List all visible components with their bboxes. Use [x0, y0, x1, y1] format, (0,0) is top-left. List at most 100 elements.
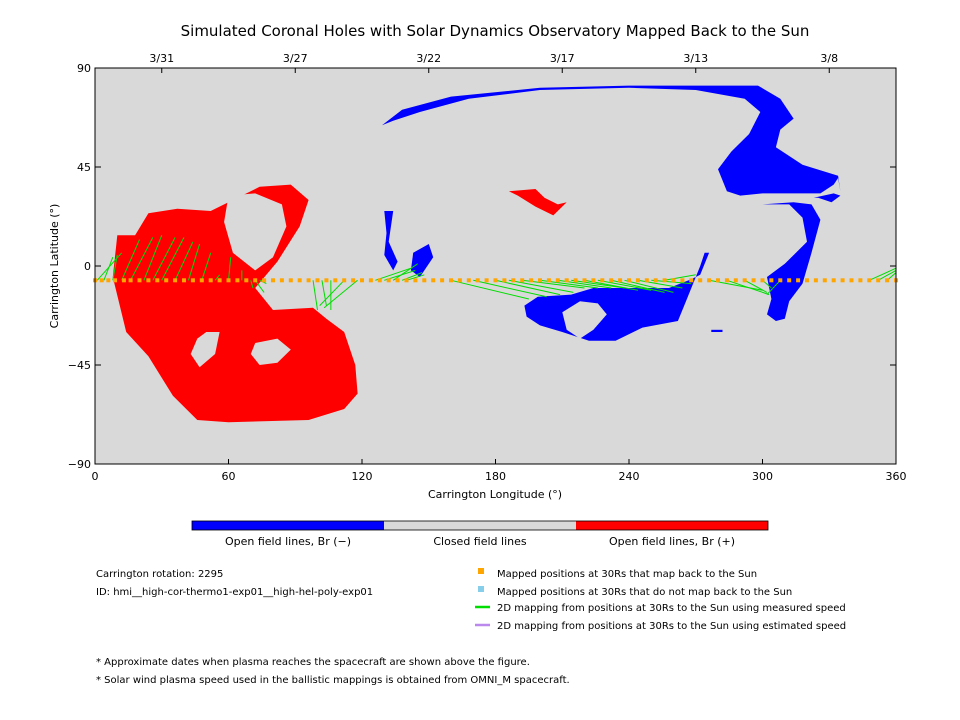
- y-tick-label: −90: [68, 458, 91, 471]
- mapped-point: [591, 278, 596, 283]
- mapped-point: [279, 278, 284, 283]
- mapped-point: [511, 278, 516, 283]
- mapped-points-layer: [93, 278, 898, 283]
- mapped-point: [297, 278, 302, 283]
- coronal-hole-negative: [813, 193, 841, 203]
- colorbar-label-positive: Open field lines, Br (+): [609, 535, 735, 548]
- mapped-point: [368, 278, 373, 283]
- coronal-hole-positive: [112, 184, 358, 423]
- mapped-point: [520, 278, 525, 283]
- mapped-point: [199, 278, 204, 283]
- date-tick-label: 3/17: [550, 52, 575, 65]
- mapped-point: [493, 278, 498, 283]
- legend-text-estimated: 2D mapping from positions at 30Rs to the…: [497, 621, 846, 632]
- mapped-point: [885, 278, 890, 283]
- closed-field-island: [250, 338, 291, 365]
- mapping-line-measured: [664, 274, 696, 281]
- mapped-point: [796, 278, 801, 283]
- mapped-point: [262, 278, 267, 283]
- mapping-line-measured: [651, 279, 692, 285]
- mapped-point: [582, 278, 587, 283]
- mapped-point: [146, 278, 151, 283]
- colorbar-label-closed: Closed field lines: [433, 535, 527, 548]
- colorbar: Open field lines, Br (−) Closed field li…: [191, 520, 769, 548]
- mapping-line-measured: [161, 237, 185, 281]
- mapping-line-measured: [228, 257, 232, 281]
- coronal-holes-layer: [112, 85, 841, 423]
- mapped-point: [440, 278, 445, 283]
- mapped-point: [822, 278, 827, 283]
- mapped-point: [306, 278, 311, 283]
- mapping-line-measured: [624, 279, 674, 293]
- x-axis-label: Carrington Longitude (°): [428, 488, 562, 501]
- mapping-line-measured: [495, 279, 561, 296]
- mapped-point: [742, 278, 747, 283]
- closed-field-island: [562, 301, 607, 339]
- mapped-point: [431, 278, 436, 283]
- x-tick-label: 240: [619, 470, 640, 483]
- date-tick-label: 3/27: [283, 52, 308, 65]
- top-date-axis: 3/31 3/27 3/22 3/17 3/13 3/8: [149, 52, 838, 73]
- date-tick-label: 3/31: [149, 52, 174, 65]
- mapped-point: [689, 278, 694, 283]
- mapped-point: [208, 278, 213, 283]
- date-tick-label: 3/8: [820, 52, 838, 65]
- mapped-point: [253, 278, 258, 283]
- mapped-point: [555, 278, 560, 283]
- mapping-line-measured: [406, 274, 425, 281]
- mapping-line-measured: [214, 274, 220, 281]
- mapped-point: [137, 278, 142, 283]
- mapping-line-measured: [254, 280, 265, 293]
- mapped-point: [404, 278, 409, 283]
- mapping-line-measured: [321, 280, 327, 306]
- x-tick-label: 300: [752, 470, 773, 483]
- mapped-point: [271, 278, 275, 283]
- colorbar-label-negative: Open field lines, Br (−): [225, 535, 351, 548]
- legend-swatch-unmapped: [478, 586, 484, 592]
- legend: Mapped positions at 30Rs that map back t…: [475, 568, 846, 632]
- mapping-line-measured: [250, 280, 254, 289]
- date-tick-label: 3/22: [416, 52, 441, 65]
- colorbar-closed: [384, 521, 576, 530]
- mapped-point: [787, 278, 792, 283]
- coronal-hole-negative: [410, 244, 434, 277]
- mapped-point: [155, 278, 160, 283]
- mapped-point: [342, 278, 347, 283]
- mapped-point: [716, 278, 720, 283]
- mapping-line-measured: [143, 235, 163, 281]
- mapped-point: [395, 278, 400, 283]
- footnote-dates: * Approximate dates when plasma reaches …: [96, 657, 530, 668]
- mapped-point: [466, 278, 471, 283]
- mapped-point: [360, 278, 364, 283]
- x-axis-ticks: 0 60 120 180 240 300 360: [92, 459, 907, 483]
- mapping-line-measured: [112, 254, 118, 281]
- coronal-hole-negative: [382, 85, 841, 196]
- colorbar-open-positive: [576, 521, 768, 530]
- y-tick-label: −45: [68, 359, 91, 372]
- chart-title: Simulated Coronal Holes with Solar Dynam…: [181, 22, 810, 40]
- mapped-point: [680, 278, 685, 283]
- mapping-line-measured: [103, 257, 114, 281]
- mapped-point: [760, 278, 765, 283]
- mapped-point: [858, 278, 863, 283]
- mapped-point: [831, 278, 836, 283]
- mapping-line-measured: [597, 279, 652, 291]
- mapped-point: [484, 278, 489, 283]
- mapping-line-measured: [201, 252, 212, 281]
- carrington-rotation: Carrington rotation: 2295: [96, 569, 223, 580]
- mapped-point: [324, 278, 329, 283]
- mapped-point: [573, 278, 578, 283]
- mapped-point: [351, 278, 356, 283]
- legend-text-mapped: Mapped positions at 30Rs that map back t…: [497, 569, 757, 580]
- mapping-line-measured: [508, 279, 574, 293]
- mapped-point: [106, 278, 111, 283]
- x-tick-label: 60: [222, 470, 236, 483]
- mapping-line-measured: [323, 279, 358, 309]
- legend-text-unmapped: Mapped positions at 30Rs that do not map…: [497, 587, 792, 598]
- mapped-point: [724, 278, 729, 283]
- coronal-hole-negative: [762, 202, 821, 321]
- mapped-point: [128, 278, 133, 283]
- mapped-point: [377, 278, 382, 283]
- mapped-point: [99, 278, 104, 283]
- mapped-point: [244, 278, 249, 283]
